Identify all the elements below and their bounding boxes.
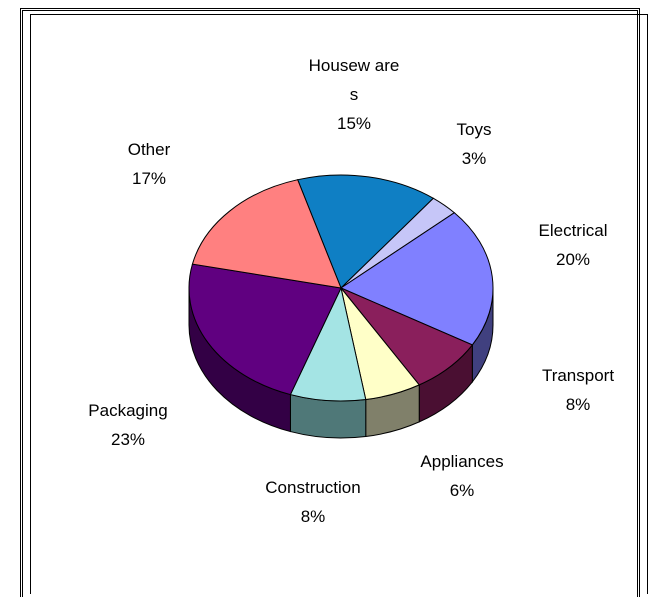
- pie-slices: [188, 174, 494, 402]
- slice-percent-housew-ares: 15%: [337, 114, 371, 133]
- slice-percent-electrical: 20%: [556, 250, 590, 269]
- slice-label-housew-ares-0: Housew are: [309, 56, 400, 75]
- slice-percent-packaging: 23%: [111, 430, 145, 449]
- slice-percent-appliances: 6%: [450, 481, 475, 500]
- slice-label-appliances-0: Appliances: [420, 452, 503, 471]
- slice-percent-construction: 8%: [301, 507, 326, 526]
- slice-label-other-0: Other: [128, 140, 171, 159]
- slice-label-construction-0: Construction: [265, 478, 360, 497]
- slice-packaging: [188, 263, 342, 396]
- slice-label-toys-0: Toys: [457, 120, 492, 139]
- slice-percent-toys: 3%: [462, 149, 487, 168]
- slice-percent-other: 17%: [132, 169, 166, 188]
- slice-electrical: [339, 212, 494, 346]
- slice-label-housew-ares-1: s: [350, 85, 359, 104]
- pie-sides: [188, 287, 494, 439]
- slice-label-packaging-0: Packaging: [88, 401, 167, 420]
- slice-other: [191, 179, 342, 289]
- slice-housew-ares: [296, 174, 435, 289]
- slice-percent-transport: 8%: [566, 395, 591, 414]
- slice-label-electrical-0: Electrical: [539, 221, 608, 240]
- pie-labels: Housew are s 15% Toys 3% Electrical 20% Transpo…: [88, 56, 614, 526]
- slice-label-transport-0: Transport: [542, 366, 614, 385]
